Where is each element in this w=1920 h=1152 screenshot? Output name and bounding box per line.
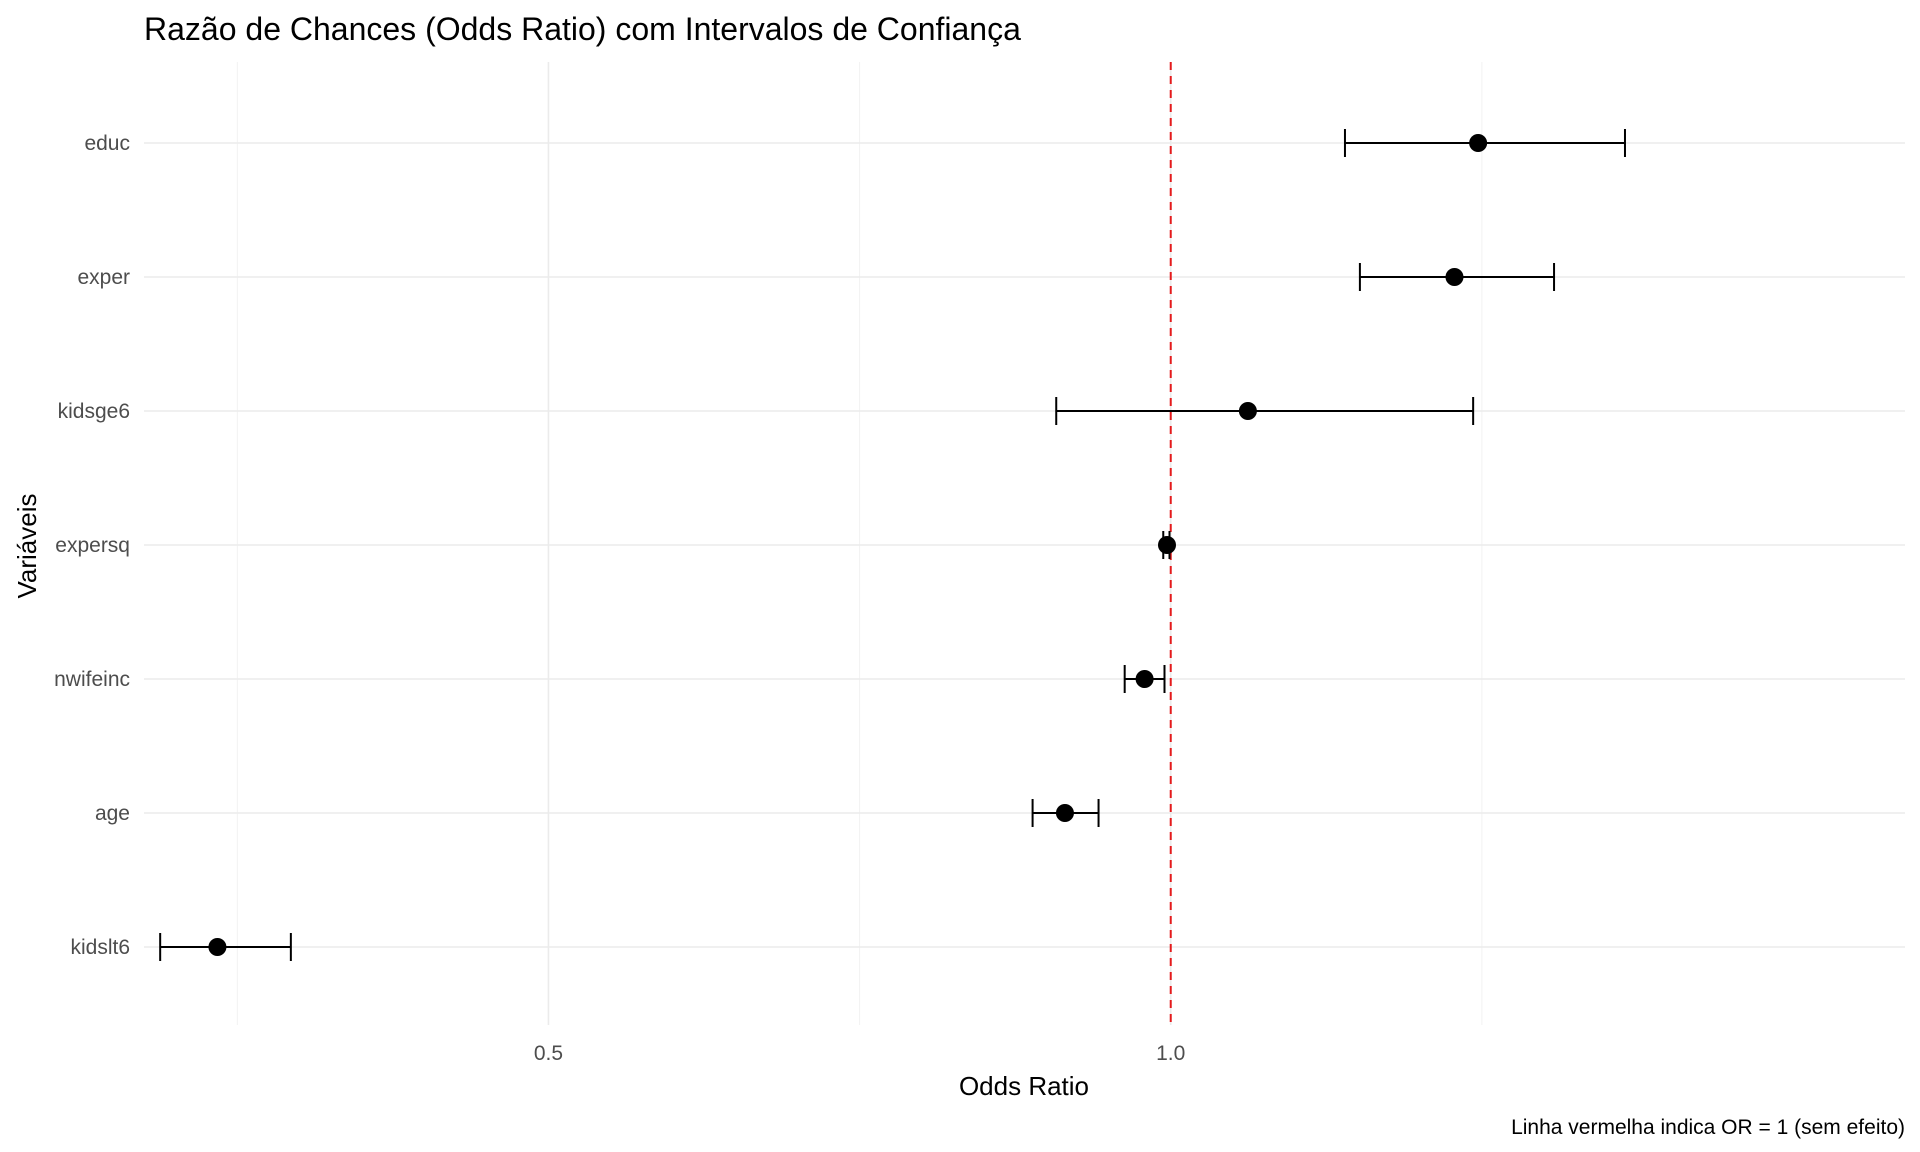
y-axis-title: Variáveis (12, 493, 42, 598)
y-tick-label: exper (77, 266, 130, 289)
or-point (1469, 134, 1488, 152)
or-point (1157, 536, 1176, 554)
chart-title: Razão de Chances (Odds Ratio) com Interv… (144, 11, 1021, 47)
ci-mark-kidsge6 (1055, 397, 1475, 425)
y-tick-label: expersq (55, 534, 130, 557)
ci-mark-expersq (1157, 531, 1176, 559)
y-tick-label: age (95, 802, 130, 825)
y-tick-label: kidsge6 (58, 400, 130, 423)
y-tick-label: nwifeinc (54, 668, 130, 691)
data-marks (159, 129, 1626, 961)
x-axis-title: Odds Ratio (959, 1071, 1089, 1101)
or-point (1135, 670, 1154, 688)
y-axis-tick-labels: educ exper kidsge6 expersq nwifeinc age kidslt… (54, 132, 130, 959)
x-axis-tick-labels: 0.5 1.0 (534, 1042, 1185, 1065)
ci-mark-exper (1358, 263, 1556, 291)
chart-caption: Linha vermelha indica OR = 1 (sem efeito… (1511, 1116, 1905, 1139)
x-tick-label: 1.0 (1156, 1042, 1185, 1065)
y-tick-label: kidslt6 (70, 936, 130, 959)
grid (144, 62, 1905, 1025)
ci-mark-age (1031, 799, 1100, 827)
or-point (1055, 804, 1074, 822)
ci-mark-kidslt6 (159, 933, 292, 961)
or-point (208, 938, 227, 956)
x-tick-label: 0.5 (534, 1042, 563, 1065)
or-point (1445, 268, 1464, 286)
or-point (1238, 402, 1257, 420)
y-tick-label: educ (84, 132, 130, 155)
ci-mark-educ (1343, 129, 1626, 157)
ci-mark-nwifeinc (1123, 665, 1166, 693)
